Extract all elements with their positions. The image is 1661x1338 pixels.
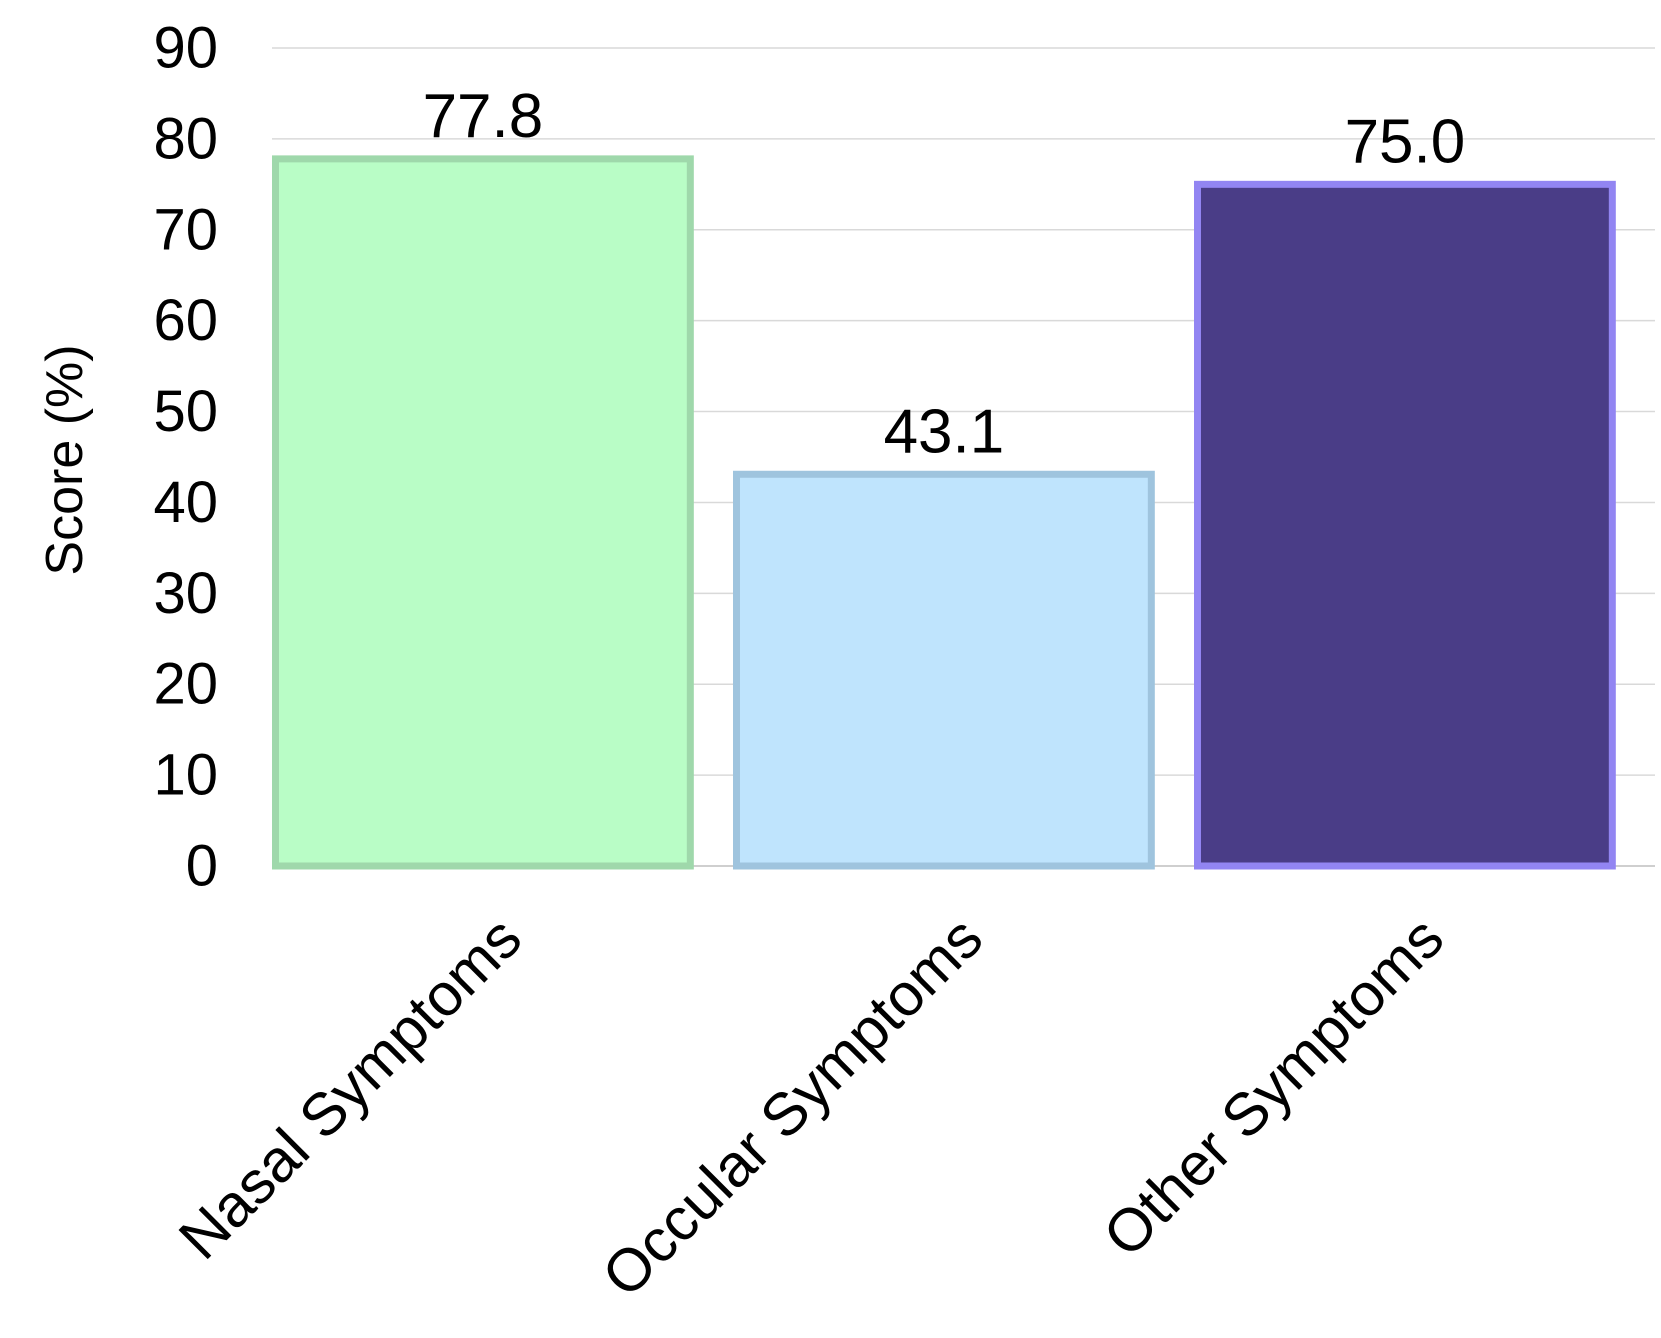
bar-2 — [733, 470, 1155, 870]
y-tick-label-30: 30 — [153, 561, 218, 626]
category-label-2: Occular Symptoms — [589, 904, 995, 1310]
y-tick-label-60: 60 — [153, 288, 218, 353]
y-tick-label-70: 70 — [153, 197, 218, 262]
data-label-2: 43.1 — [884, 397, 1005, 466]
bar-3 — [1194, 180, 1616, 870]
bars — [272, 155, 1616, 870]
y-tick-label-40: 40 — [153, 470, 218, 535]
y-tick-label-90: 90 — [153, 16, 218, 81]
data-labels: 77.8 43.1 75.0 — [423, 82, 1466, 466]
y-axis-tick-labels: 0 10 20 30 40 50 60 70 80 90 — [153, 16, 218, 899]
y-tick-label-20: 20 — [153, 652, 218, 717]
y-tick-label-80: 80 — [153, 106, 218, 171]
y-tick-label-50: 50 — [153, 379, 218, 444]
category-label-1: Nasal Symptoms — [166, 904, 534, 1272]
data-label-3: 75.0 — [1345, 107, 1466, 176]
data-label-1: 77.8 — [423, 82, 544, 151]
y-tick-label-0: 0 — [186, 834, 218, 899]
x-axis-category-labels: Nasal Symptoms Occular Symptoms Other Symp… — [166, 904, 1456, 1310]
bar-1 — [272, 155, 694, 870]
y-tick-label-10: 10 — [153, 743, 218, 808]
y-axis-title: Score (%) — [36, 344, 94, 575]
category-label-3: Other Symptoms — [1090, 904, 1456, 1270]
